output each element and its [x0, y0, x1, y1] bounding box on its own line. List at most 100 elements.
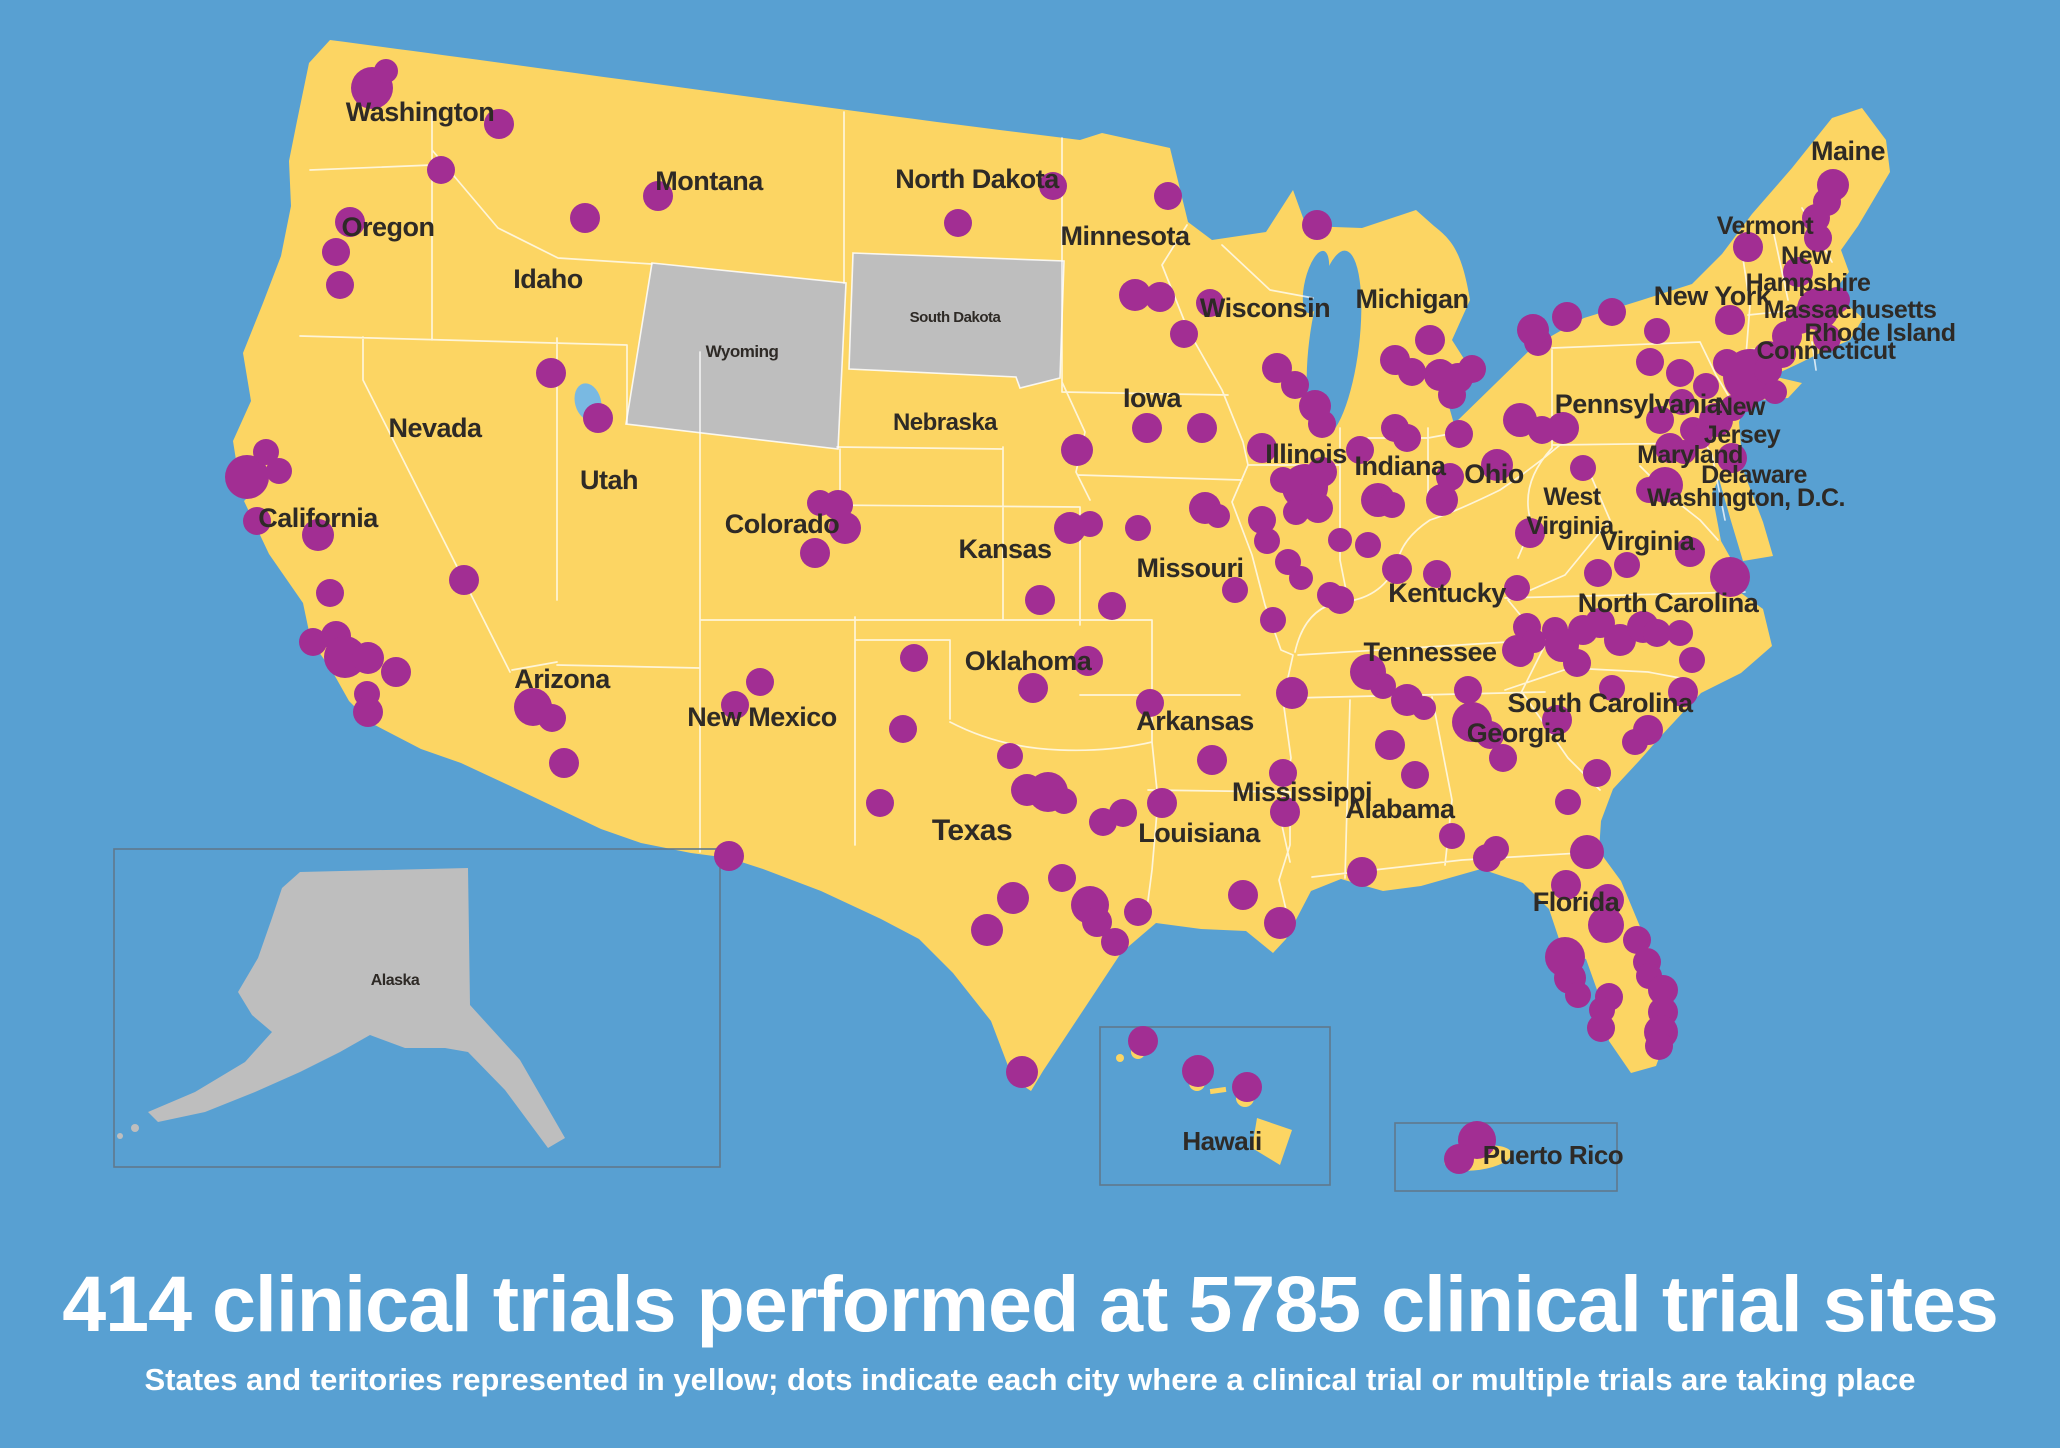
trial-site-dot: [1125, 515, 1151, 541]
trial-site-dot: [1717, 443, 1747, 473]
trial-site-dot: [1555, 789, 1581, 815]
state-label-iowa: Iowa: [1123, 383, 1182, 413]
trial-site-dot: [1082, 907, 1112, 937]
trial-site-dot: [1645, 1032, 1673, 1060]
state-label-idaho: Idaho: [513, 264, 583, 294]
trial-site-dot: [322, 238, 350, 266]
trial-site-dot: [1025, 585, 1055, 615]
state-label-michigan: Michigan: [1355, 284, 1468, 314]
trial-site-dot: [1542, 705, 1572, 735]
state-label-montana: Montana: [655, 166, 764, 196]
trial-site-dot: [1552, 302, 1582, 332]
puerto-rico-inset-box: [1394, 1122, 1618, 1192]
trial-site-dot: [1515, 518, 1545, 548]
trial-site-dot: [1570, 455, 1596, 481]
trial-site-dot: [352, 642, 384, 674]
state-label-vermont: Vermont: [1717, 212, 1815, 240]
trial-site-dot: [449, 565, 479, 595]
trial-site-dot: [1489, 744, 1517, 772]
trial-site-dot: [721, 691, 749, 719]
trial-site-dot: [1248, 506, 1276, 534]
alaska-silhouette: [148, 868, 565, 1148]
trial-site-dot: [1073, 646, 1103, 676]
state-label-connecticut: Connecticut: [1757, 337, 1897, 365]
trial-site-dot: [1077, 511, 1103, 537]
state-labels-layer: Washington Oregon California Nevada Idaho Mon…: [258, 97, 1956, 1170]
trial-site-dot: [1382, 554, 1412, 584]
state-label-tennessee: Tennessee: [1363, 637, 1497, 667]
trial-site-dot: [1303, 493, 1333, 523]
trial-site-dot: [1154, 182, 1182, 210]
molokai-island: [1209, 1086, 1227, 1095]
state-wyoming-not-represented: [625, 262, 847, 450]
state-label-mississippi: Mississippi: [1232, 777, 1372, 807]
trial-site-dot: [1197, 745, 1227, 775]
trial-site-dot: [1232, 1072, 1262, 1102]
trial-site-dot: [746, 668, 774, 696]
trial-site-dot: [1124, 898, 1152, 926]
trial-site-dot: [1643, 619, 1671, 647]
trial-site-dot: [1276, 677, 1308, 709]
trial-site-dot: [302, 519, 334, 551]
trial-site-dot: [326, 271, 354, 299]
trial-site-dot: [1754, 356, 1782, 384]
state-label-kansas: Kansas: [958, 534, 1051, 564]
trial-site-dot: [1783, 257, 1813, 287]
state-label-hampshire: Hampshire: [1746, 269, 1871, 297]
trial-site-dot: [1648, 975, 1678, 1005]
state-label-new-york: New York: [1654, 281, 1772, 311]
trial-site-dot: [1454, 676, 1482, 704]
state-label-minnesota: Minnesota: [1060, 221, 1190, 251]
state-label-pennsylvania: Pennsylvania: [1555, 389, 1723, 419]
map-title: 414 clinical trials performed at 5785 cl…: [62, 1259, 1999, 1348]
niihau-island: [1116, 1054, 1124, 1062]
state-label-washington: Washington: [346, 97, 494, 127]
trial-site-dot: [1688, 425, 1712, 449]
trial-site-dot: [1804, 224, 1832, 252]
trial-site-dot: [1423, 560, 1451, 588]
trial-site-dot: [299, 628, 327, 656]
trial-site-dot: [1481, 449, 1513, 481]
trial-site-dot: [1506, 639, 1534, 667]
state-label-utah: Utah: [580, 465, 638, 495]
trial-site-dot: [643, 181, 673, 211]
trial-site-dot: [1048, 864, 1076, 892]
trial-site-dot: [1504, 575, 1530, 601]
trial-site-dot: [1720, 395, 1746, 421]
trial-site-dot: [1710, 557, 1750, 597]
trial-site-dot: [1262, 353, 1292, 383]
trial-site-dot: [1436, 463, 1464, 491]
trial-site-dot: [1623, 926, 1651, 954]
trial-site-dot: [1370, 673, 1396, 699]
trial-site-dot: [1473, 844, 1501, 872]
state-label-oklahoma: Oklahoma: [965, 646, 1093, 676]
trial-site-dot: [1307, 457, 1337, 487]
aleutian-island: [131, 1124, 139, 1132]
state-label-wyoming: Wyoming: [706, 342, 779, 361]
trial-site-dot: [1733, 232, 1763, 262]
trial-site-dot: [1667, 620, 1693, 646]
trial-site-dot: [1039, 172, 1067, 200]
trial-site-dot: [1283, 499, 1309, 525]
trial-site-dot: [1128, 1026, 1158, 1056]
trial-site-dot: [1713, 349, 1741, 377]
trial-site-dot: [1415, 325, 1445, 355]
trial-site-dot: [225, 455, 269, 499]
state-label-wisconsin: Wisconsin: [1200, 293, 1330, 323]
trial-site-dot: [583, 403, 613, 433]
trial-site-dot: [1476, 721, 1504, 749]
trial-site-dot: [1599, 675, 1625, 701]
state-label-alabama: Alabama: [1345, 794, 1456, 824]
trial-site-dot: [1101, 928, 1129, 956]
trial-site-dot: [1109, 799, 1137, 827]
trial-site-dot: [1317, 582, 1343, 608]
trial-site-dot: [374, 59, 398, 83]
trial-site-dot: [1445, 420, 1473, 448]
trial-site-dot: [1813, 324, 1841, 352]
trial-site-dot: [1439, 823, 1465, 849]
trial-site-dot: [1222, 577, 1248, 603]
state-south-dakota-not-represented: [848, 252, 1065, 389]
state-label-washington-d-c-: Washington, D.C.: [1647, 484, 1845, 512]
trial-site-dot: [1018, 673, 1048, 703]
state-label-puerto-rico: Puerto Rico: [1483, 1140, 1623, 1170]
